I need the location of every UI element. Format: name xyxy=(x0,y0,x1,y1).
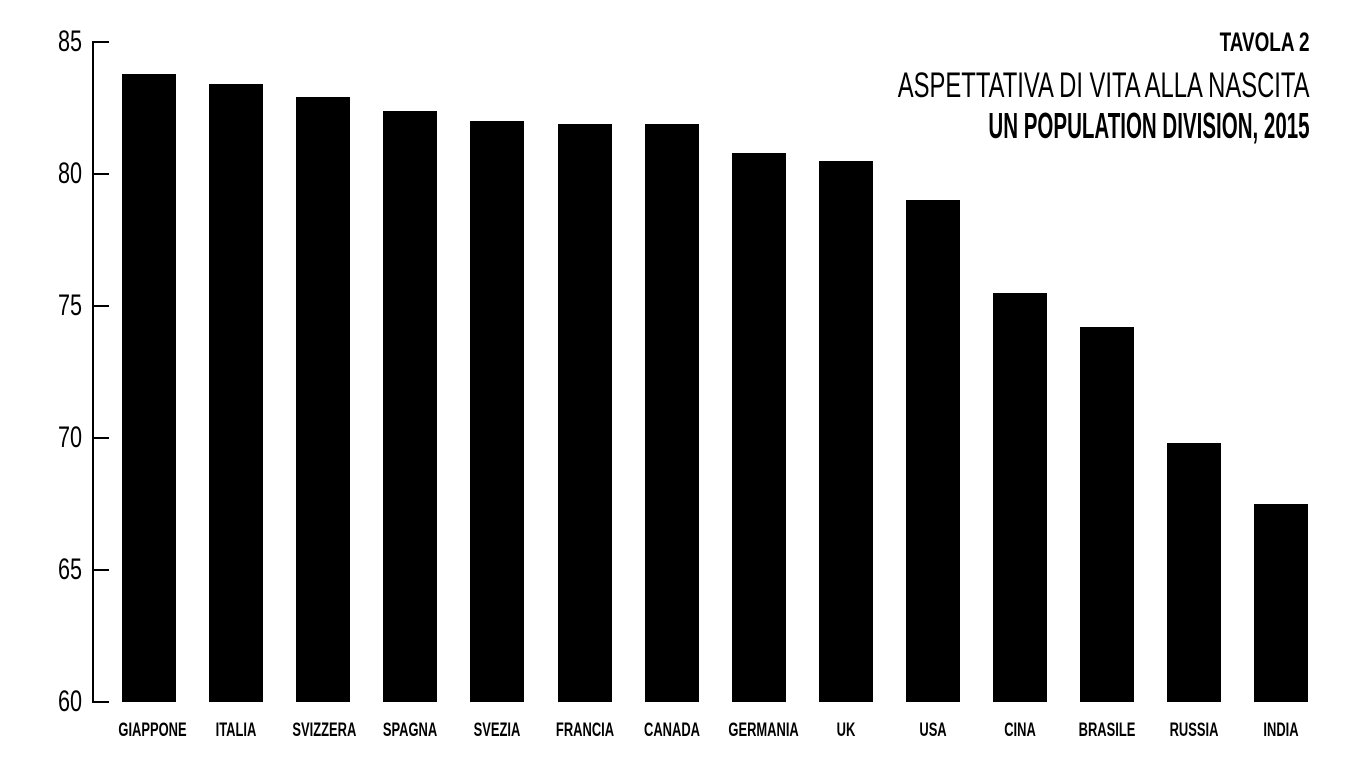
y-axis-tick-65 xyxy=(92,569,109,571)
bar-canada xyxy=(644,123,699,702)
y-axis-tick-70 xyxy=(92,437,109,439)
bar-spagna xyxy=(383,110,438,702)
x-axis-label-india: INDIA xyxy=(1263,720,1299,741)
x-axis-label-svizzera: SVIZZERA xyxy=(292,720,357,741)
bar-francia xyxy=(557,123,612,702)
y-axis-tick-60 xyxy=(92,701,109,703)
table-number-label: TAVOLA 2 xyxy=(1220,27,1310,57)
x-axis-label-canada: CANADA xyxy=(643,720,700,741)
y-axis-tick-label-85: 85 xyxy=(57,25,82,58)
bar-italia xyxy=(209,84,264,702)
x-axis-label-germania: GERMANIA xyxy=(728,720,799,741)
x-axis-label-usa: USA xyxy=(919,720,947,741)
y-axis-tick-label-65: 65 xyxy=(57,553,82,586)
y-axis-tick-label-80: 80 xyxy=(57,157,82,190)
bar-giappone xyxy=(122,73,176,702)
bar-germania xyxy=(731,152,786,702)
bar-cina xyxy=(993,292,1047,702)
y-axis-tick-label-75: 75 xyxy=(57,289,82,322)
y-axis-tick-label-60: 60 xyxy=(57,685,82,718)
x-axis-label-uk: UK xyxy=(836,720,856,741)
y-axis-tick-80 xyxy=(92,173,109,175)
bar-svizzera xyxy=(296,97,351,702)
x-axis-label-brasile: BRASILE xyxy=(1078,720,1136,741)
x-axis-label-giappone: GIAPPONE xyxy=(118,720,187,741)
title-block: TAVOLA 2 ASPETTATIVA DI VITA ALLA NASCIT… xyxy=(704,27,1310,145)
y-axis-tick-label-70: 70 xyxy=(57,421,82,454)
y-axis-tick-75 xyxy=(92,305,109,307)
y-axis-line xyxy=(92,42,94,702)
bar-uk xyxy=(818,160,873,702)
bar-usa xyxy=(905,200,960,702)
x-axis-label-svezia: SVEZIA xyxy=(474,720,521,741)
bar-russia xyxy=(1167,443,1222,702)
chart-subtitle: UN POPULATION DIVISION, 2015 xyxy=(988,104,1310,146)
y-axis-tick-85 xyxy=(92,41,109,43)
x-axis-label-francia: FRANCIA xyxy=(555,720,614,741)
x-axis-label-russia: RUSSIA xyxy=(1169,720,1219,741)
x-axis-label-spagna: SPAGNA xyxy=(383,720,438,741)
chart-title: ASPETTATIVA DI VITA ALLA NASCITA xyxy=(898,66,1310,106)
bar-brasile xyxy=(1080,327,1135,702)
plot-area: 60 65 70 75 80 85 GIAPPONE ITALIA SVIZZERA SPAGNA… xyxy=(58,26,1342,740)
x-axis-label-italia: ITALIA xyxy=(215,720,257,741)
x-axis-label-cina: CINA xyxy=(1004,720,1036,741)
bar-india xyxy=(1254,504,1309,702)
bar-svezia xyxy=(470,121,525,702)
